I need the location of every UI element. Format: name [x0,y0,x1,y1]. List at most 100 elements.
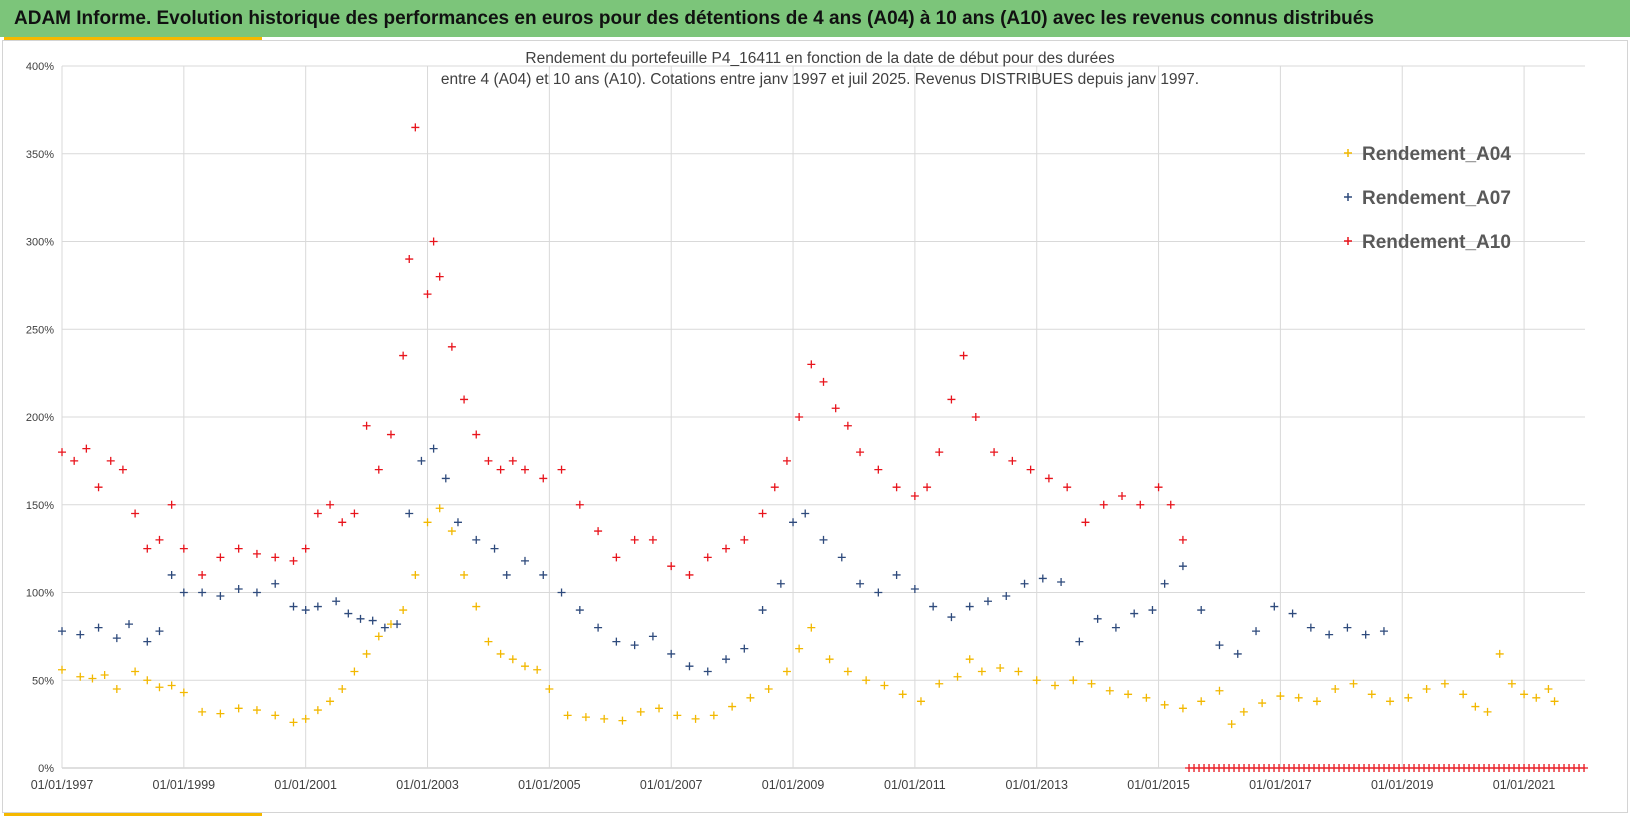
x-tick-label: 01/01/2009 [762,778,825,792]
x-tick-label: 01/01/2021 [1493,778,1556,792]
point-rendement-a04 [520,662,529,671]
point-rendement-a07 [1148,606,1157,615]
point-rendement-a10 [758,509,767,518]
point-rendement-a04 [1349,679,1358,688]
point-rendement-a04 [423,518,432,527]
point-rendement-a10 [612,553,621,562]
point-rendement-a04 [338,685,347,694]
point-rendement-a07 [252,588,261,597]
point-rendement-a10 [1099,500,1108,509]
point-rendement-a04 [313,706,322,715]
y-tick-label: 200% [26,412,54,424]
point-rendement-a10 [843,421,852,430]
point-rendement-a04 [1014,667,1023,676]
point-rendement-a04 [581,713,590,722]
point-rendement-a10 [143,544,152,553]
point-rendement-a07 [380,623,389,632]
point-rendement-a10 [313,509,322,518]
point-rendement-a10 [118,465,127,474]
point-rendement-a10 [1026,465,1035,474]
point-rendement-a04 [795,644,804,653]
point-rendement-a07 [472,535,481,544]
point-rendement-a10 [990,448,999,457]
point-rendement-a07 [301,606,310,615]
x-tick-label: 01/01/2001 [274,778,337,792]
point-rendement-a10 [539,474,548,483]
point-rendement-a07 [125,620,134,629]
point-rendement-a07 [313,602,322,611]
point-rendement-a10 [271,553,280,562]
point-rendement-a04 [935,679,944,688]
point-rendement-a07 [892,570,901,579]
point-rendement-a04 [484,637,493,646]
point-rendement-a07 [1306,623,1315,632]
y-tick-label: 100% [26,588,54,600]
point-rendement-a07 [1197,606,1206,615]
x-tick-label: 01/01/2017 [1249,778,1312,792]
point-rendement-a10 [819,377,828,386]
point-rendement-a10 [1178,535,1187,544]
point-rendement-a10 [1154,483,1163,492]
point-rendement-a10 [326,500,335,509]
point-rendement-a10 [1044,474,1053,483]
point-rendement-a04 [411,570,420,579]
point-rendement-a04 [198,707,207,716]
point-rendement-a10 [374,465,383,474]
point-rendement-a07 [429,444,438,453]
point-rendement-a07 [929,602,938,611]
point-rendement-a10 [935,448,944,457]
point-rendement-a04 [977,667,986,676]
legend-item: Rendement_A10 [1344,232,1511,253]
point-rendement-a10 [892,483,901,492]
point-rendement-a07 [167,570,176,579]
point-rendement-a10 [289,556,298,565]
point-rendement-a07 [965,602,974,611]
point-rendement-a04 [1483,707,1492,716]
point-rendement-a04 [1051,681,1059,690]
point-rendement-a10 [496,465,505,474]
point-rendement-a04 [1069,676,1078,685]
x-tick-label: 01/01/2003 [396,778,459,792]
point-rendement-a10 [405,255,414,264]
point-rendement-a04 [1550,697,1559,706]
point-rendement-a07 [234,584,243,593]
chart-frame [2,40,1628,813]
legend: Rendement_A04 Rendement_A07 Rendement_A10 [1344,144,1511,253]
point-rendement-a07 [1111,623,1120,632]
point-rendement-a07 [947,613,956,622]
point-rendement-a04 [155,683,164,692]
point-rendement-a07 [874,588,883,597]
point-rendement-a07 [1002,592,1011,601]
point-rendement-a04 [435,504,444,513]
point-rendement-a04 [472,602,481,611]
point-rendement-a07 [703,667,712,676]
point-rendement-a10 [831,404,840,413]
x-tick-label: 01/01/2015 [1127,778,1190,792]
point-rendement-a04 [112,685,121,694]
point-rendement-a04 [76,672,85,681]
point-rendement-a04 [600,714,609,723]
point-rendement-a04 [58,665,66,674]
point-rendement-a04 [301,714,310,723]
point-rendement-a10 [1063,483,1072,492]
point-rendement-a07 [1343,623,1352,632]
point-rendement-a07 [58,627,66,636]
point-rendement-a10 [1136,500,1145,509]
point-rendement-a04 [326,697,335,706]
point-rendement-a10 [131,509,140,518]
point-rendement-a04 [1032,676,1041,685]
point-rendement-a10 [216,553,225,562]
point-rendement-a10 [362,421,371,430]
point-rendement-a10 [386,430,395,439]
point-rendement-a10 [782,456,791,465]
point-rendement-a07 [502,570,511,579]
point-rendement-a04 [216,709,225,718]
point-rendement-a10 [106,456,115,465]
point-rendement-a07 [356,614,365,623]
y-axis-ticks: 0% 50% 100% 150% 200% 250% 300% 350% 400% [26,61,54,775]
point-rendement-a07 [344,609,353,618]
point-rendement-a07 [837,553,846,562]
y-tick-label: 150% [26,500,54,512]
point-rendement-a10 [947,395,956,404]
point-rendement-a10 [594,527,603,536]
